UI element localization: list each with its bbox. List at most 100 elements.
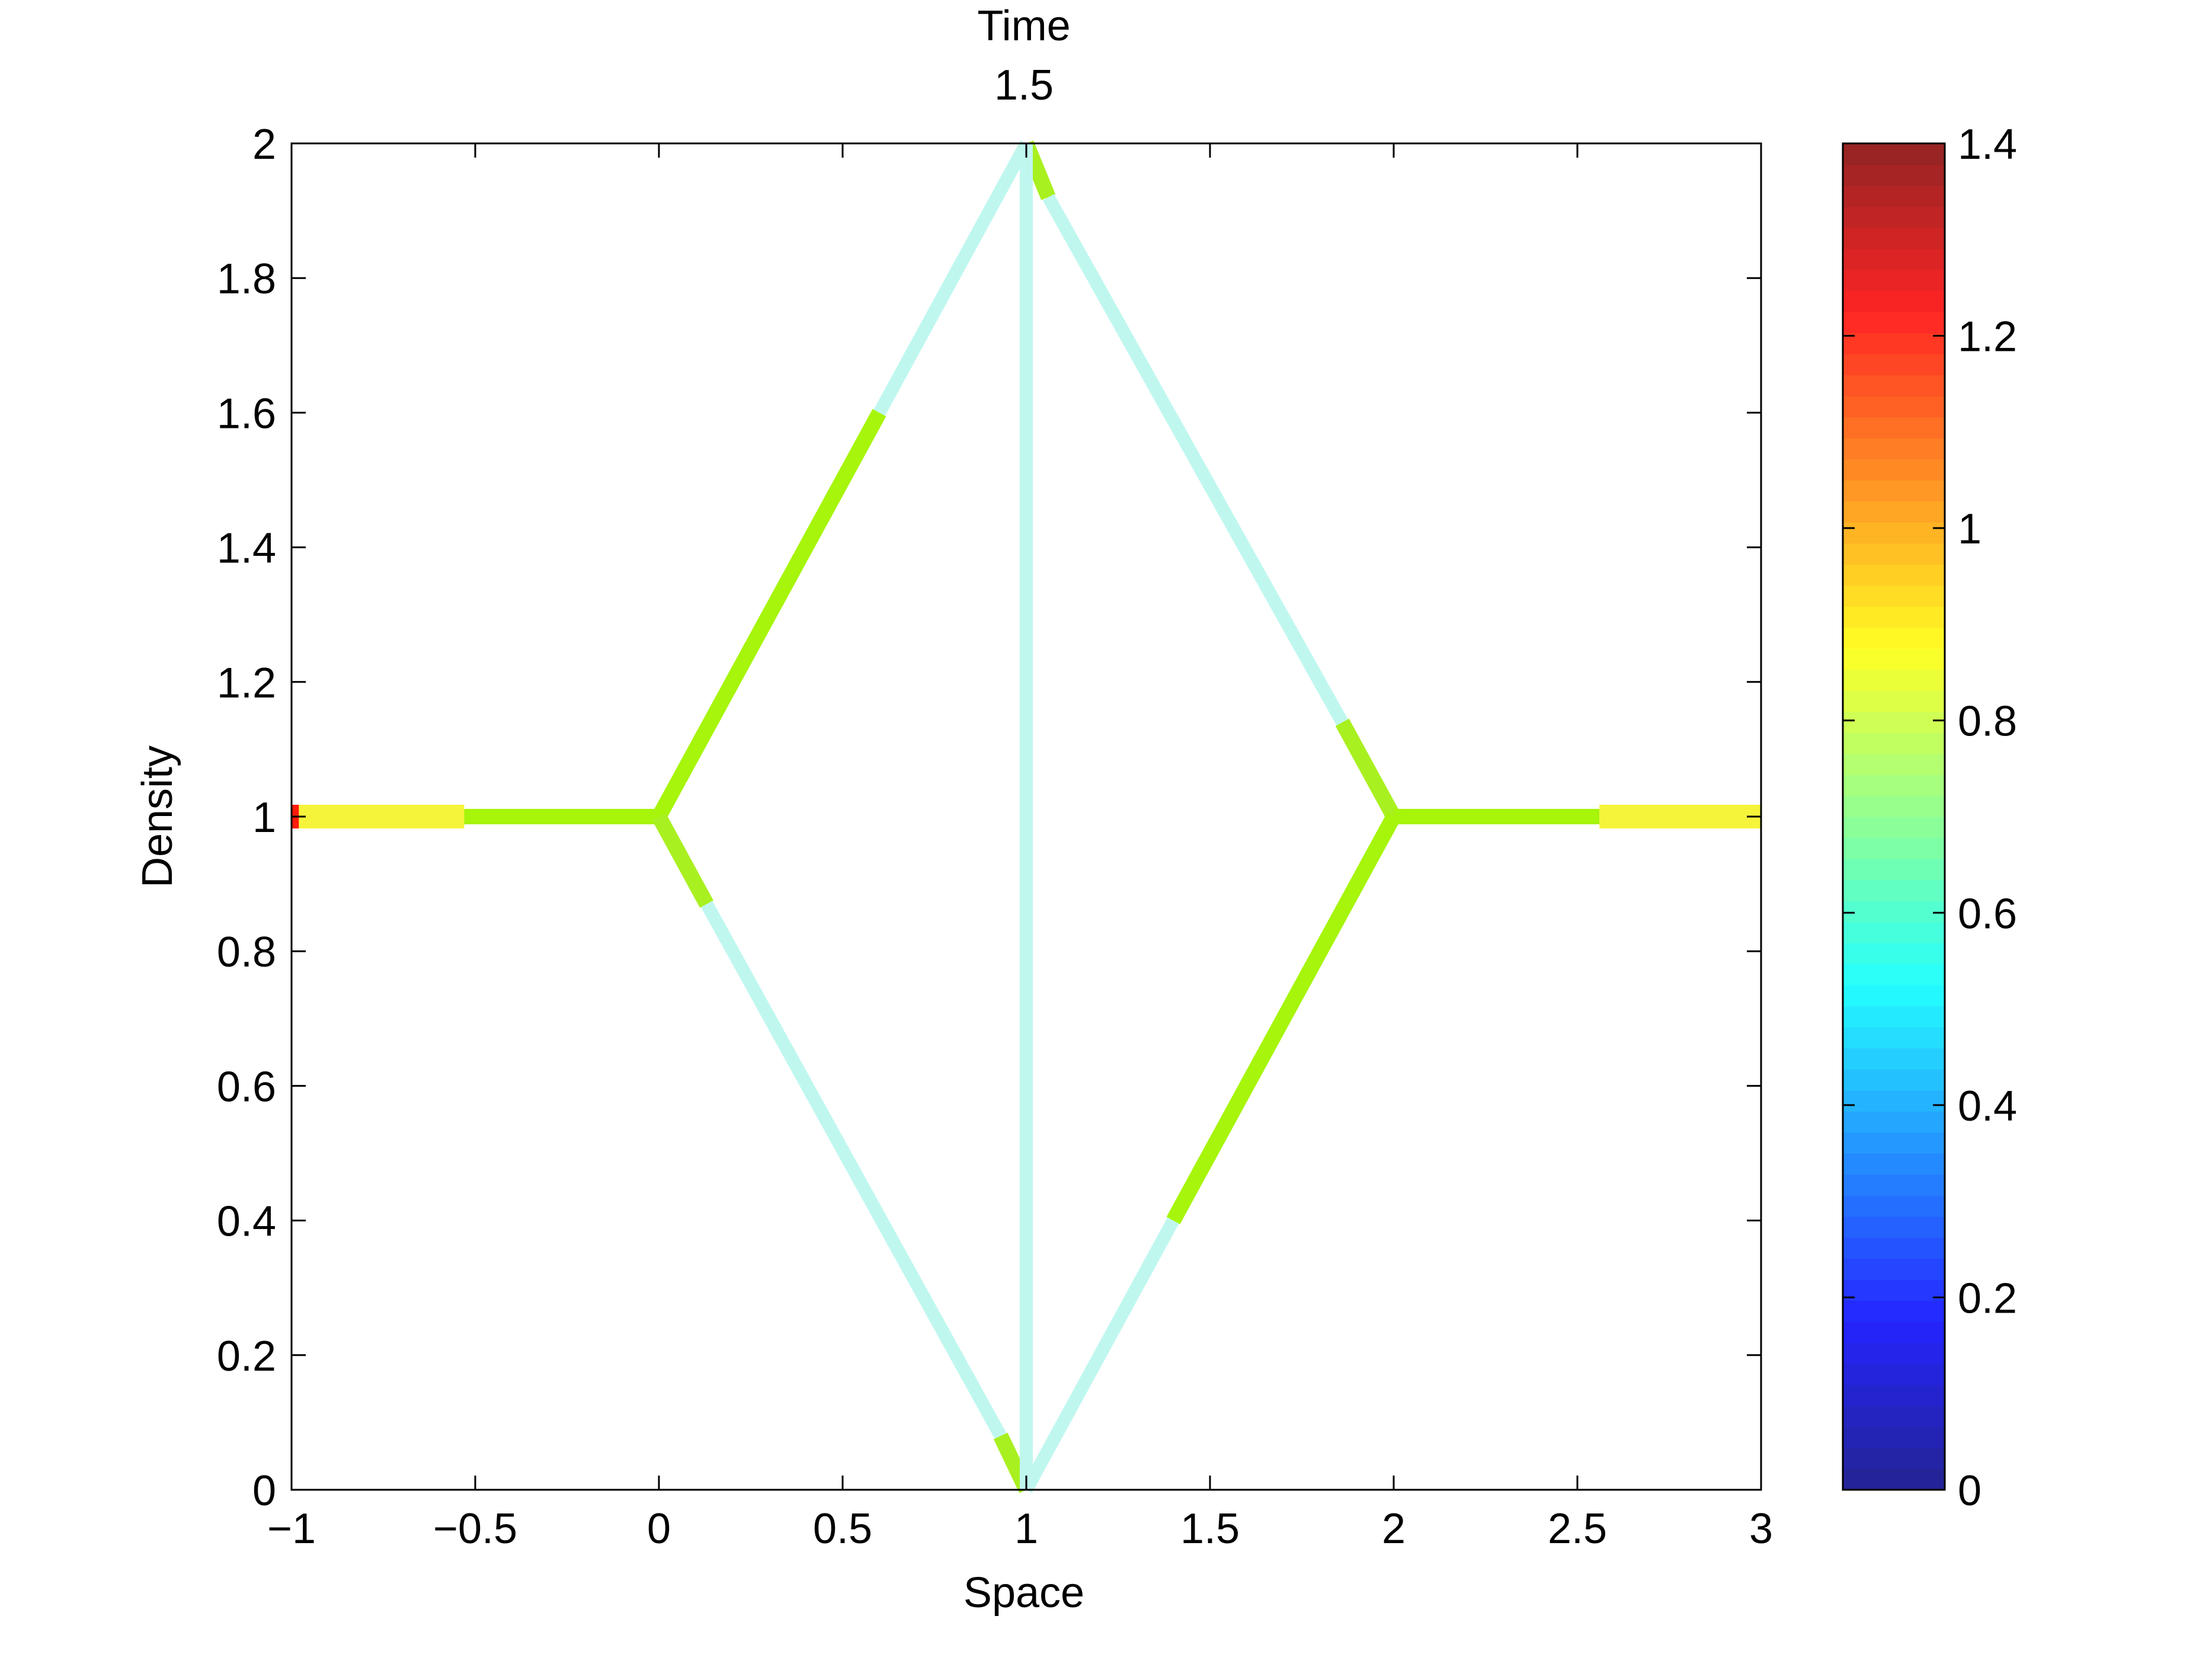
colorbar-level bbox=[1843, 606, 1945, 628]
colorbar-level bbox=[1843, 543, 1945, 565]
colorbar-level bbox=[1843, 396, 1945, 418]
colorbar-level bbox=[1843, 354, 1945, 376]
colorbar-level bbox=[1843, 1342, 1945, 1364]
colorbar-tick-label: 0 bbox=[1958, 1467, 1981, 1515]
y-axis: 0 0.2 0.4 0.6 0.8 1 1.2 1.4 1.6 1.8 2 bbox=[217, 121, 1761, 1515]
colorbar: 0 0.2 0.4 0.6 0.8 1 1.2 1.4 bbox=[1842, 121, 2017, 1515]
colorbar-level bbox=[1843, 985, 1945, 1007]
colorbar-level bbox=[1843, 753, 1945, 775]
colorbar-level bbox=[1843, 795, 1945, 817]
colorbar-level bbox=[1843, 859, 1945, 881]
colorbar-level bbox=[1843, 690, 1945, 712]
x-tick-label: 1 bbox=[1014, 1505, 1038, 1553]
x-tick-label: 2.5 bbox=[1548, 1505, 1607, 1553]
colorbar-level bbox=[1843, 564, 1945, 586]
colorbar-level bbox=[1843, 206, 1945, 228]
segment-5 bbox=[873, 140, 1032, 416]
x-axis: −1 −0.5 0 0.5 1 1.5 2 2.5 3 bbox=[267, 143, 1773, 1553]
colorbar-level bbox=[1843, 270, 1945, 292]
x-tick-label: 0.5 bbox=[813, 1505, 872, 1553]
colorbar-level bbox=[1843, 143, 1945, 165]
y-tick-label: 1.4 bbox=[217, 525, 276, 572]
colorbar-level bbox=[1843, 711, 1945, 733]
colorbar-level bbox=[1843, 648, 1945, 670]
segment-4 bbox=[652, 409, 886, 821]
colorbar-level bbox=[1843, 732, 1945, 754]
colorbar-level bbox=[1843, 837, 1945, 859]
colorbar-level bbox=[1843, 375, 1945, 396]
segment-8 bbox=[1335, 718, 1401, 821]
segment-10 bbox=[700, 901, 1007, 1439]
y-tick-label: 0.8 bbox=[217, 929, 276, 976]
colorbar-level bbox=[1843, 879, 1945, 901]
colorbar-level bbox=[1843, 1426, 1945, 1448]
colorbar-level bbox=[1843, 1090, 1945, 1112]
chart-title-line2: 1.5 bbox=[994, 62, 1054, 109]
colorbar-level bbox=[1843, 921, 1945, 943]
y-tick-label: 0.2 bbox=[217, 1333, 276, 1380]
colorbar-level bbox=[1843, 332, 1945, 354]
y-tick-label: 2 bbox=[252, 121, 276, 168]
x-tick-label: 1.5 bbox=[1180, 1505, 1240, 1553]
colorbar-tick-label: 1 bbox=[1958, 505, 1981, 553]
colorbar-level bbox=[1843, 1174, 1945, 1196]
colorbar-frame bbox=[1842, 142, 1946, 1491]
y-tick-label: 0 bbox=[252, 1467, 276, 1515]
colorbar-level bbox=[1843, 480, 1945, 502]
colorbar-level bbox=[1843, 438, 1945, 460]
colorbar-tick-label: 1.2 bbox=[1958, 313, 2017, 361]
x-tick-label: 2 bbox=[1382, 1505, 1406, 1553]
segment-13 bbox=[1020, 1217, 1179, 1493]
y-tick-label: 0.6 bbox=[217, 1063, 276, 1111]
colorbar-level bbox=[1843, 1300, 1945, 1322]
chart-title-line1: Time bbox=[977, 2, 1070, 50]
colorbar-level bbox=[1843, 943, 1945, 965]
colorbar-level bbox=[1843, 1216, 1945, 1238]
segment-14 bbox=[1166, 812, 1401, 1224]
colorbar-level bbox=[1843, 164, 1945, 186]
colorbar-level bbox=[1843, 1384, 1945, 1406]
colorbar-level bbox=[1843, 185, 1945, 207]
colorbar-level bbox=[1843, 817, 1945, 839]
colorbar-tick-label: 0.4 bbox=[1958, 1083, 2017, 1130]
x-tick-label: −0.5 bbox=[433, 1505, 517, 1553]
colorbar-level bbox=[1843, 522, 1945, 544]
x-tick-label: −1 bbox=[267, 1505, 316, 1553]
y-axis-label: Density bbox=[134, 745, 181, 888]
colorbar-tick-label: 0.8 bbox=[1958, 698, 2017, 745]
colorbar-tick-label: 0.6 bbox=[1958, 890, 2017, 937]
x-tick-label: 0 bbox=[647, 1505, 671, 1553]
colorbar-level bbox=[1843, 1027, 1945, 1049]
y-tick-label: 1 bbox=[252, 794, 276, 841]
colorbar-level bbox=[1843, 1069, 1945, 1091]
colorbar-level bbox=[1843, 1448, 1945, 1470]
colorbar-level bbox=[1843, 1111, 1945, 1133]
colorbar-level bbox=[1843, 1237, 1945, 1259]
colorbar-tick-label: 0.2 bbox=[1958, 1275, 2017, 1322]
y-tick-label: 1.2 bbox=[217, 660, 276, 707]
colorbar-level bbox=[1843, 1195, 1945, 1217]
colorbar-level bbox=[1843, 669, 1945, 691]
colorbar-level bbox=[1843, 501, 1945, 523]
colorbar-level bbox=[1843, 290, 1945, 312]
colorbar-level bbox=[1843, 1153, 1945, 1175]
colorbar-level bbox=[1843, 1406, 1945, 1428]
x-tick-label: 3 bbox=[1749, 1505, 1773, 1553]
colorbar-level bbox=[1843, 1132, 1945, 1154]
colorbar-level bbox=[1843, 1468, 1945, 1490]
colorbar-level bbox=[1843, 964, 1945, 985]
colorbar-level bbox=[1843, 1006, 1945, 1028]
colorbar-level bbox=[1843, 312, 1945, 334]
colorbar-level bbox=[1843, 901, 1945, 923]
colorbar-level bbox=[1843, 459, 1945, 481]
y-tick-label: 1.8 bbox=[217, 255, 276, 303]
colorbar-tick-label: 1.4 bbox=[1958, 121, 2017, 168]
segment-7 bbox=[1042, 194, 1348, 726]
colorbar-level bbox=[1843, 627, 1945, 649]
colorbar-level bbox=[1843, 248, 1945, 270]
colorbar-level bbox=[1843, 1258, 1945, 1280]
colorbar-level bbox=[1843, 228, 1945, 249]
colorbar-level bbox=[1843, 1321, 1945, 1343]
colorbar-level bbox=[1843, 1279, 1945, 1301]
